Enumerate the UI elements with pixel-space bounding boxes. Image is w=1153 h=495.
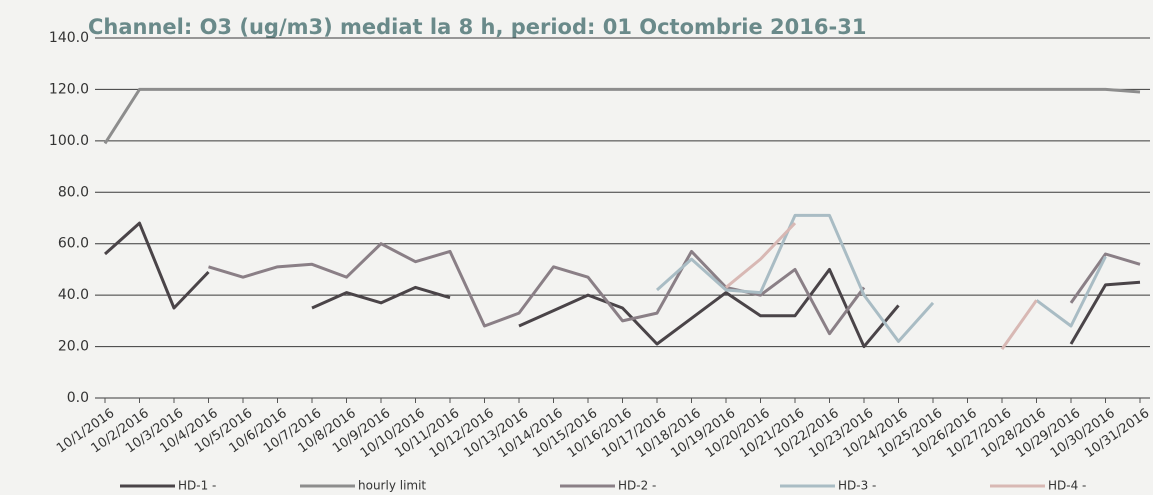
y-tick-label: 20.0 — [58, 339, 89, 355]
y-tick-label: 120.0 — [49, 81, 89, 97]
legend-label: HD-2 - — [618, 479, 656, 493]
chart-title: Channel: O3 (ug/m3) mediat la 8 h, perio… — [88, 15, 866, 39]
y-tick-label: 0.0 — [67, 390, 89, 406]
series-line — [208, 242, 1141, 336]
y-tick-label: 100.0 — [49, 133, 89, 149]
legend-label: HD-4 - — [1048, 479, 1086, 493]
y-tick-label: 80.0 — [58, 184, 89, 200]
y-tick-label: 140.0 — [49, 30, 89, 46]
series-line — [104, 221, 1141, 349]
y-tick-label: 60.0 — [58, 236, 89, 252]
legend-label: hourly limit — [358, 479, 426, 493]
series-line — [103, 87, 1141, 145]
series-line — [656, 213, 1107, 343]
y-tick-label: 40.0 — [58, 287, 89, 303]
legend-label: HD-3 - — [838, 479, 876, 493]
legend-label: HD-1 - — [178, 479, 216, 493]
series-line — [725, 222, 1038, 351]
